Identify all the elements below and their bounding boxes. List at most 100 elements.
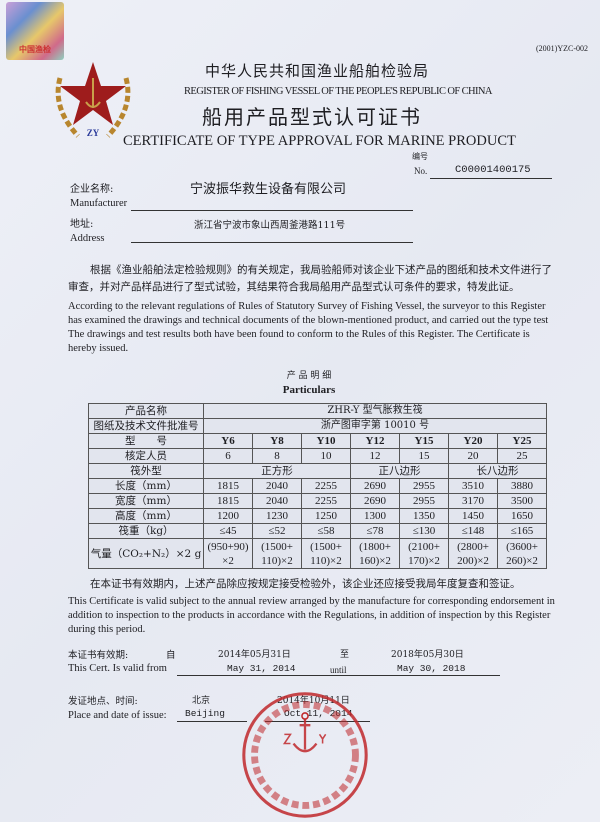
issue-place-en: Beijing: [185, 708, 225, 719]
valid-from-cn: 2014年05月31日: [218, 650, 291, 660]
issue-label-cn: 发证地点、时间:: [68, 696, 138, 707]
address-label-en: Address: [70, 233, 105, 244]
table-cell: ≤148: [448, 523, 498, 539]
table-cell: ≤78: [350, 523, 400, 539]
table-cell: 1650: [497, 508, 547, 524]
table-row: 气量（CO₂+N₂）×2 g (950+90) ×2 (1500+ 110)×2 (1…: [88, 538, 547, 569]
table-cell: 2040: [252, 493, 302, 509]
table-cell: 正方形: [203, 463, 351, 479]
table-cell: 浙产图审字第 10010 号: [203, 418, 547, 434]
issue-date-en: Oct 11, 2014: [284, 708, 353, 719]
table-cell: 3510: [448, 478, 498, 494]
table-row: 宽度（mm） 1815 2040 2255 2690 2955 3170 3500: [88, 493, 547, 509]
table-cell: Y25: [497, 433, 547, 449]
valid-from-en: May 31, 2014: [227, 663, 296, 674]
table-row: 型 号 Y6 Y8 Y10 Y12 Y15 Y20 Y25: [88, 433, 547, 449]
table-cell: 6: [203, 448, 253, 464]
table-cell: 12: [350, 448, 400, 464]
table-cell: 2255: [301, 493, 351, 509]
particulars-title-cn: 产 品 明 细: [286, 371, 332, 381]
table-cell: 8: [252, 448, 302, 464]
row-label: 宽度（mm）: [88, 493, 204, 509]
form-code: (2001)YZC-002: [536, 44, 588, 53]
row-label: 长度（mm）: [88, 478, 204, 494]
table-cell: 1350: [399, 508, 449, 524]
table-cell: (1500+ 110)×2: [252, 538, 302, 569]
particulars-title-en: Particulars: [282, 384, 336, 396]
table-cell: 1200: [203, 508, 253, 524]
issuer-cn: 中华人民共和国渔业船舶检验局: [205, 62, 430, 80]
intro-cn: 根据《渔业船舶法定检验规则》的有关规定，我局验船师对该企业下述产品的图纸和技术文…: [68, 264, 552, 293]
number-label-en: No.: [414, 166, 428, 176]
intro-en: According to the relevant regulations of…: [68, 301, 549, 354]
valid-to-cn: 2018年05月30日: [391, 650, 464, 660]
manufacturer-label-en: Manufacturer: [70, 198, 128, 209]
table-row: 产品名称 ZHR-Y 型气胀救生筏: [88, 403, 547, 419]
issue-label-en: Place and date of issue:: [68, 710, 167, 721]
validity-note-en: This Certificate is valid subject to the…: [68, 596, 555, 635]
certificate-number: C00001400175: [455, 164, 531, 176]
table-cell: 2955: [399, 493, 449, 509]
table-cell: 1230: [252, 508, 302, 524]
emblem-icon: ZY: [55, 62, 131, 138]
table-cell: (1500+ 110)×2: [301, 538, 351, 569]
title-cn: 船用产品型式认可证书: [202, 105, 422, 129]
validity-note-cn: 在本证书有效期内，上述产品除应按规定接受检验外，该企业还应接受我局年度复查和签证…: [90, 578, 521, 590]
table-cell: 1815: [203, 493, 253, 509]
certificate-body: 根据《渔业船舶法定检验规则》的有关规定，我局验船师对该企业下述产品的图纸和技术文…: [68, 262, 560, 729]
svg-text:ZY: ZY: [87, 128, 100, 138]
manufacturer-value: 宁波振华救生设备有限公司: [190, 182, 347, 197]
table-cell: 图纸及技术文件批准号: [88, 418, 204, 434]
row-label: 筏外型: [88, 463, 204, 479]
manufacturer-label-cn: 企业名称:: [70, 184, 114, 195]
table-cell: 20: [448, 448, 498, 464]
table-cell: (3600+ 260)×2: [497, 538, 547, 569]
table-cell: 3170: [448, 493, 498, 509]
issue-date-cn: 2014年10月11日: [277, 696, 350, 706]
table-cell: ZHR-Y 型气胀救生筏: [203, 403, 547, 419]
table-cell: ≤52: [252, 523, 302, 539]
table-cell: 1300: [350, 508, 400, 524]
table-cell: 2955: [399, 478, 449, 494]
table-cell: ≤45: [203, 523, 253, 539]
table-cell: 产品名称: [88, 403, 204, 419]
table-cell: 2690: [350, 478, 400, 494]
number-label-cn: 编号: [412, 152, 428, 161]
table-cell: (1800+ 160)×2: [350, 538, 400, 569]
table-cell: ≤165: [497, 523, 547, 539]
table-row: 核定人员 6 8 10 12 15 20 25: [88, 448, 547, 464]
table-cell: ≤130: [399, 523, 449, 539]
table-cell: 2040: [252, 478, 302, 494]
table-cell: 1815: [203, 478, 253, 494]
address-label-cn: 地址:: [70, 219, 94, 230]
valid-to-en: May 30, 2018: [397, 663, 466, 674]
table-cell: 长八边形: [448, 463, 547, 479]
dates-block: 本证书有效期: 自 2014年05月31日 至 2018年05月30日 This…: [0, 645, 600, 729]
row-label: 筏重（kg）: [88, 523, 204, 539]
table-cell: 1250: [301, 508, 351, 524]
table-cell: Y6: [203, 433, 253, 449]
title-en: CERTIFICATE OF TYPE APPROVAL FOR MARINE …: [123, 133, 516, 149]
table-cell: 1450: [448, 508, 498, 524]
table-cell: (2800+ 200)×2: [448, 538, 498, 569]
valid-label-en: This Cert. Is valid from: [68, 663, 167, 674]
until-word-cn: 至: [340, 650, 350, 660]
issuer-en: REGISTER OF FISHING VESSEL OF THE PEOPLE…: [184, 86, 492, 97]
table-cell: 2690: [350, 493, 400, 509]
hologram-seal: 中国渔检: [6, 2, 64, 60]
table-row: 筏外型 正方形 正八边形 长八边形: [88, 463, 547, 479]
table-cell: 10: [301, 448, 351, 464]
table-row: 图纸及技术文件批准号 浙产图审字第 10010 号: [88, 418, 547, 434]
until-word-en: until: [330, 665, 347, 675]
table-cell: Y20: [448, 433, 498, 449]
valid-label-cn: 本证书有效期:: [68, 650, 129, 661]
from-word: 自: [166, 650, 176, 661]
address-value: 浙江省宁波市象山西周釜港路111号: [194, 220, 346, 231]
table-cell: 3880: [497, 478, 547, 494]
table-cell: Y10: [301, 433, 351, 449]
row-label: 高度（mm）: [88, 508, 204, 524]
table-cell: (950+90) ×2: [203, 538, 253, 569]
table-cell: Y12: [350, 433, 400, 449]
issue-place-cn: 北京: [192, 696, 211, 706]
